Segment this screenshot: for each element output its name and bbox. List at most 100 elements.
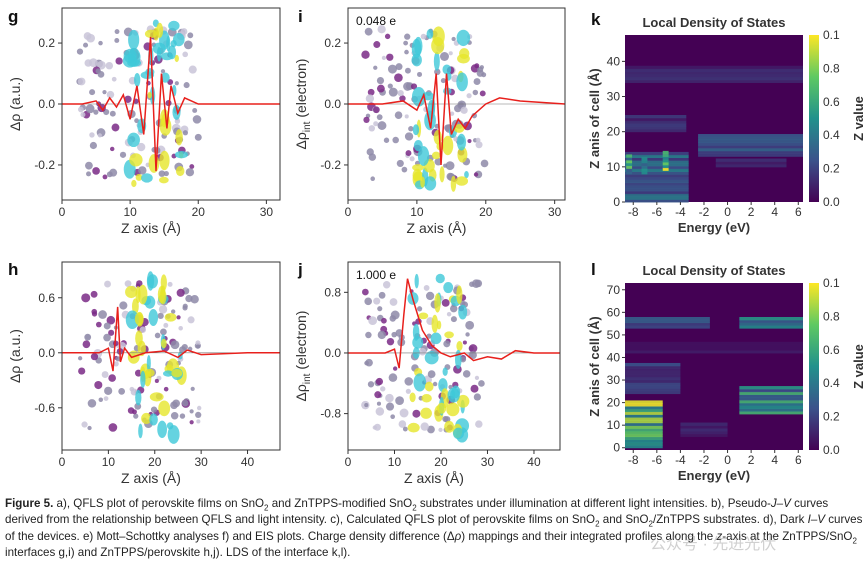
atom: [392, 136, 399, 144]
atom: [374, 391, 382, 399]
heatmap-cell: [662, 153, 669, 157]
charge-isosurface: [164, 313, 177, 322]
heatmap-cell: [625, 319, 710, 324]
heatmap-cell: [641, 162, 648, 167]
heatmap-cell: [625, 322, 710, 326]
heatmap-cell: [739, 397, 803, 401]
charge-isosurface: [459, 48, 470, 59]
atom: [89, 132, 95, 138]
x-tick-label: 40: [241, 455, 255, 469]
atom: [373, 121, 379, 127]
heatmap-cell: [739, 325, 803, 329]
charge-isosurface: [442, 135, 454, 156]
heatmap-cell: [625, 325, 710, 329]
atom: [432, 381, 438, 387]
heatmap-cell: [641, 159, 648, 164]
charge-isosurface: [424, 351, 439, 365]
heatmap-title: Local Density of States: [642, 263, 785, 278]
heatmap-cell: [698, 145, 803, 149]
heatmap-cell: [625, 408, 663, 413]
atom: [438, 427, 443, 433]
atom: [104, 386, 113, 395]
atom: [362, 288, 369, 296]
atom: [124, 280, 132, 288]
heatmap-cell: [680, 433, 728, 437]
heatmap-cell: [739, 402, 803, 407]
heatmap-cell: [625, 199, 689, 203]
atom: [460, 106, 468, 114]
atom: [178, 325, 183, 331]
atom: [383, 137, 390, 143]
charge-isosurface: [457, 146, 468, 163]
charge-isosurface: [131, 179, 137, 188]
atom: [190, 295, 199, 304]
colorbar-tick-label: 0.0: [823, 195, 840, 209]
colorbar-tick-label: 0.8: [823, 309, 840, 323]
heatmap-cell: [625, 176, 689, 181]
atom: [109, 146, 115, 152]
atom: [380, 386, 386, 392]
heatmap-cell: [698, 150, 803, 155]
charge-isosurface: [450, 175, 457, 192]
atom: [84, 59, 93, 67]
atom: [399, 95, 406, 102]
atom: [138, 166, 147, 175]
atom: [467, 138, 472, 144]
charge-isosurface: [456, 340, 463, 351]
atom: [84, 333, 92, 341]
atom: [427, 370, 436, 379]
atom: [420, 33, 427, 40]
heatmap-cell: [715, 161, 787, 165]
atom: [102, 90, 107, 95]
atom: [94, 380, 103, 390]
atom: [443, 163, 448, 168]
atom: [87, 425, 92, 431]
atom: [474, 279, 483, 288]
charge-isosurface: [434, 293, 441, 313]
colorbar-tick-label: 0.2: [823, 410, 840, 424]
charge-isosurface: [412, 124, 420, 136]
charge-isosurface: [161, 72, 170, 83]
atom: [179, 413, 186, 419]
atom: [163, 322, 169, 328]
colorbar-l: [809, 283, 819, 450]
atom: [388, 87, 398, 97]
atom: [376, 114, 383, 121]
heatmap-cell: [625, 365, 681, 370]
atom: [417, 71, 423, 77]
heatmap-cell: [625, 179, 689, 184]
heatmap-cell: [625, 317, 710, 321]
atom: [81, 421, 88, 428]
heatmap-cell: [626, 157, 633, 161]
atom: [404, 377, 414, 386]
charge-isosurface: [168, 45, 177, 60]
atom: [114, 38, 120, 43]
atom: [170, 340, 180, 350]
colorbar-tick-label: 0.0: [823, 443, 840, 457]
x-axis-label: Z axis (Å): [407, 220, 467, 236]
atom: [473, 78, 481, 86]
caption-run: interfaces g,i) and ZnTPPS/perovskite h,…: [5, 545, 351, 559]
atom: [405, 150, 412, 157]
charge-isosurface: [134, 312, 144, 326]
x-tick-label: -6: [651, 453, 662, 467]
heatmap-cell: [626, 168, 633, 172]
atom: [404, 33, 411, 40]
heatmap-cell: [625, 417, 663, 421]
atom: [190, 386, 195, 391]
heatmap-cell: [625, 114, 687, 119]
heatmap-cell: [680, 428, 728, 432]
charge-isosurface: [163, 370, 174, 377]
atom: [416, 306, 423, 312]
atom: [397, 90, 404, 97]
x-tick-label: -6: [651, 205, 662, 219]
atom: [410, 83, 418, 90]
atom: [115, 57, 123, 65]
charge-isosurface: [174, 151, 188, 159]
heatmap-cell: [625, 382, 681, 386]
atom: [82, 340, 91, 349]
atom: [364, 297, 372, 306]
panel-letter-l: l: [591, 260, 596, 279]
atom: [404, 67, 411, 74]
y-tick-label: 20: [607, 125, 621, 139]
